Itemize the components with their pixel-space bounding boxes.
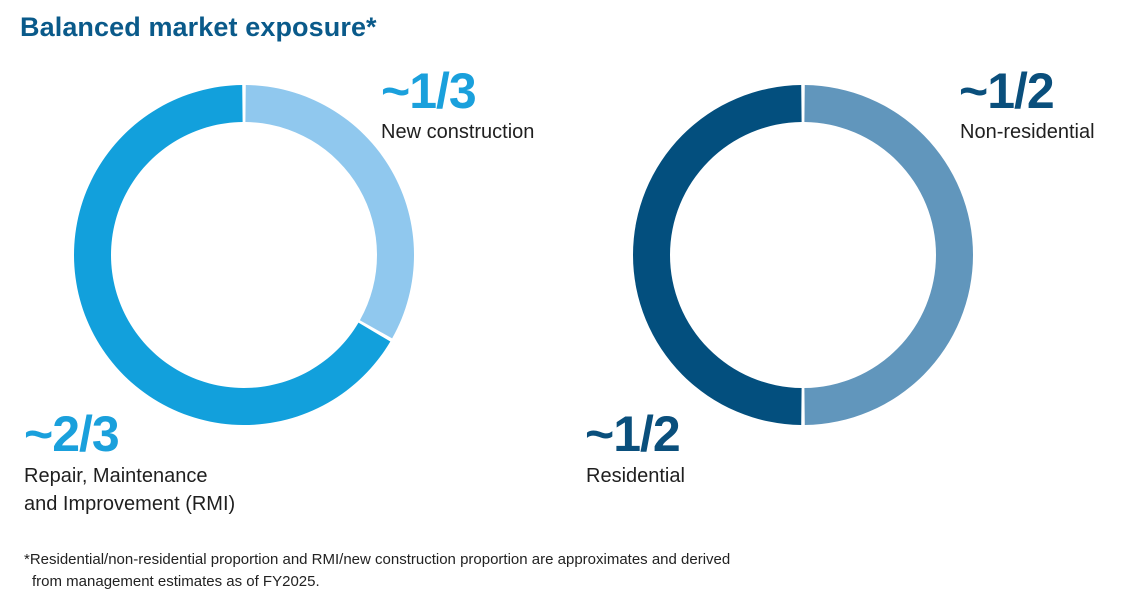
new-construction-label: New construction (381, 121, 535, 143)
footnote-line-1: *Residential/non-residential proportion … (24, 551, 731, 568)
new-construction-share: ~1/3 (381, 63, 477, 119)
footnote-line-2: from management estimates as of FY2025. (32, 573, 320, 590)
donut-chart-residential-vs-non-residential (633, 85, 973, 425)
rmi-label-line-1: Repair, Maintenance (24, 465, 208, 487)
donut-chart-rmi-vs-new-construction (74, 85, 414, 425)
donut-slice-new-construction (245, 85, 414, 339)
rmi-label-line-2: and Improvement (RMI) (24, 493, 236, 515)
donut-slice-non-residential (804, 85, 973, 425)
donut-slice-residential (633, 85, 802, 425)
chart-title: Balanced market exposure* (20, 12, 377, 42)
footnote: *Residential/non-residential proportion … (24, 549, 884, 593)
non-residential-label: Non-residential (960, 121, 1095, 143)
rmi-label: Repair, Maintenance and Improvement (RMI… (24, 462, 235, 518)
residential-label: Residential (586, 465, 685, 487)
residential-share: ~1/2 (585, 406, 681, 462)
rmi-share: ~2/3 (24, 406, 120, 462)
non-residential-share: ~1/2 (959, 63, 1055, 119)
